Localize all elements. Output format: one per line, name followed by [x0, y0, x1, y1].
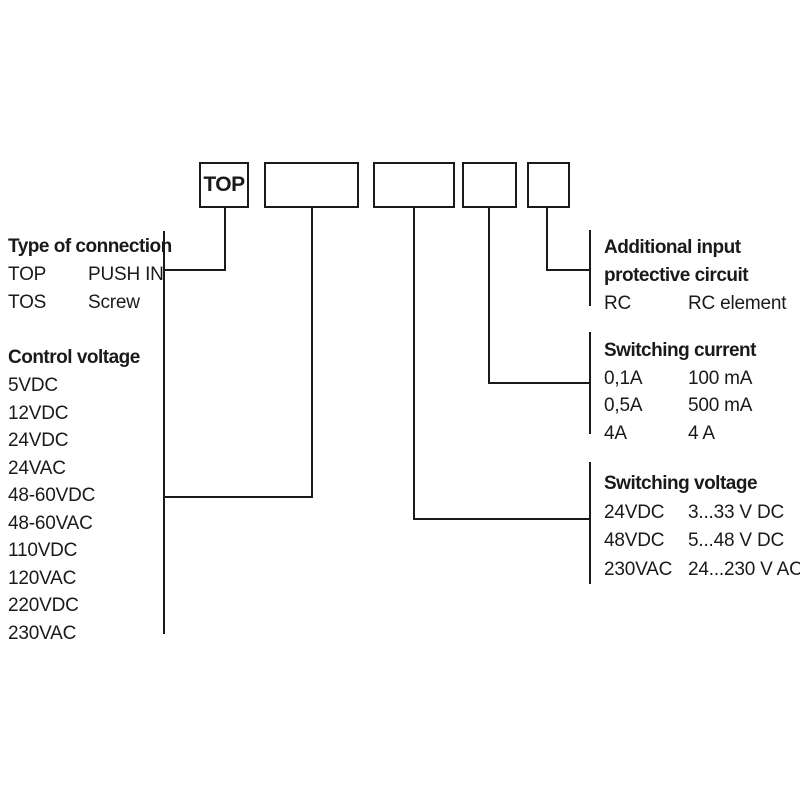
option-value: 48-60VAC	[8, 512, 93, 534]
section-additional-input: Additional input protective circuit RC R…	[604, 234, 787, 318]
option-value: 24VAC	[8, 457, 66, 479]
option-value: 24...230 V AC	[688, 558, 800, 580]
section-title-line2: protective circuit	[604, 265, 749, 286]
option-code: TOS	[8, 292, 47, 313]
connector-switching-voltage-horizontal	[413, 518, 591, 520]
connector-box2-down	[311, 208, 313, 498]
connector-protective-circuit-vertical	[589, 230, 591, 306]
option-code: 48VDC	[604, 530, 665, 551]
section-title: Switching current	[604, 340, 756, 361]
option-code: RC	[604, 293, 632, 314]
section-title: Control voltage	[8, 347, 140, 368]
section-title: Type of connection	[8, 236, 172, 257]
option-value: 110VDC	[8, 540, 78, 561]
option-value: 12VDC	[8, 402, 69, 424]
section-title: Switching voltage	[604, 473, 758, 494]
option-row: 230VAC 24...230 V AC	[604, 556, 800, 585]
option-value: 500 mA	[688, 395, 753, 416]
order-code-box-control-voltage	[264, 162, 359, 208]
connector-connection-horizontal	[163, 269, 226, 271]
connector-box5-down	[546, 208, 548, 271]
option-code: 4A	[604, 422, 627, 444]
connector-left-vertical	[163, 231, 165, 634]
option-value: 3...33 V DC	[688, 501, 785, 523]
connector-switching-voltage-vertical	[589, 462, 591, 584]
option-row: 48VDC 5...48 V DC	[604, 527, 800, 556]
connector-switching-current-horizontal	[488, 382, 591, 384]
option-code: 0,1A	[604, 367, 643, 389]
option-value: Screw	[88, 292, 140, 313]
option-row: 24VDC 3...33 V DC	[604, 499, 800, 528]
option-value: 5...48 V DC	[688, 530, 785, 551]
option-value: 24VDC	[8, 430, 69, 451]
option-value: 120VAC	[8, 567, 77, 589]
section-control-voltage: Control voltage 5VDC 12VDC 24VDC 24VAC 4…	[8, 344, 140, 647]
option-row: 0,1A 100 mA	[604, 365, 756, 393]
option-value: RC element	[688, 293, 787, 314]
option-value: PUSH IN	[88, 264, 164, 285]
connector-control-voltage-horizontal	[163, 496, 313, 498]
option-row: TOS Screw	[8, 289, 172, 317]
option-code: 230VAC	[604, 558, 673, 580]
option-value: 220VDC	[8, 595, 79, 616]
option-row: 4A 4 A	[604, 420, 756, 448]
option-row: RC RC element	[604, 290, 787, 318]
order-code-box-switching-current	[462, 162, 517, 208]
connector-box3-down	[413, 208, 415, 520]
section-type-of-connection: Type of connection TOP PUSH IN TOS Screw	[8, 233, 172, 317]
option-row: TOP PUSH IN	[8, 261, 172, 289]
connector-switching-current-vertical	[589, 332, 591, 434]
order-code-box-connection-label: TOP	[203, 173, 245, 196]
option-row: 0,5A 500 mA	[604, 392, 756, 420]
connector-box4-down	[488, 208, 490, 384]
option-value: 100 mA	[688, 367, 753, 389]
option-value: 5VDC	[8, 375, 58, 396]
option-code: TOP	[8, 264, 47, 285]
order-code-box-switching-voltage	[373, 162, 455, 208]
section-title-line1: Additional input	[604, 237, 741, 258]
order-code-box-connection: TOP	[199, 162, 249, 208]
option-value: 48-60VDC	[8, 485, 96, 506]
section-switching-voltage: Switching voltage 24VDC 3...33 V DC 48VD…	[604, 470, 800, 584]
option-value: 4 A	[688, 422, 715, 444]
connector-protective-circuit-horizontal	[546, 269, 591, 271]
option-value: 230VAC	[8, 622, 77, 644]
order-code-box-protective-circuit	[527, 162, 570, 208]
option-code: 0,5A	[604, 395, 643, 416]
section-switching-current: Switching current 0,1A 100 mA 0,5A 500 m…	[604, 337, 756, 447]
option-code: 24VDC	[604, 501, 665, 523]
connector-box1-down	[224, 208, 226, 271]
